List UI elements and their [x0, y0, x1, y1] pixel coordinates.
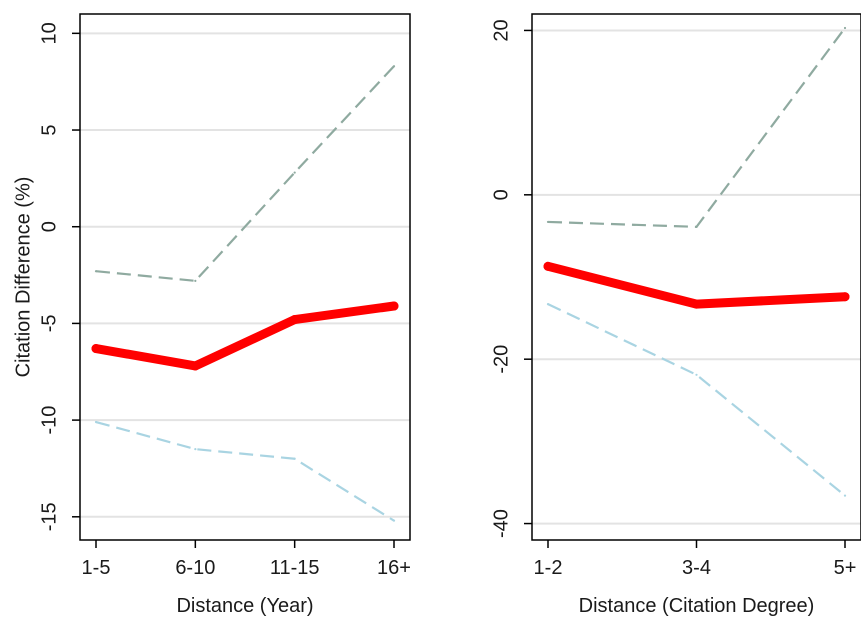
series-lower-point	[546, 303, 550, 306]
panel-citation-degree: 20 0 -20 -40 1-2 3-4 5+ Distance (Citation Degr…	[490, 13, 861, 617]
series-estimate-point	[91, 344, 101, 354]
series-estimate-point	[389, 301, 399, 311]
x-tick-label: 5+	[834, 557, 857, 579]
y-tick-label: -20	[490, 345, 512, 374]
series-upper-point	[843, 26, 847, 30]
series-estimate-line	[543, 261, 850, 309]
y-tick-label: -40	[490, 509, 512, 538]
series-lower-point	[194, 448, 197, 451]
series-lower-point	[695, 373, 698, 376]
x-tick-label: 1-5	[82, 557, 111, 579]
series-lower-line	[95, 420, 395, 522]
series-lower-line	[547, 303, 846, 497]
y-tick-label: 10	[38, 22, 60, 44]
series-estimate-point	[543, 261, 553, 271]
series-estimate-point	[290, 315, 300, 325]
x-axis-title: Distance (Citation Degree)	[579, 595, 815, 617]
panel-year: 10 5 0 -5 -10 -15 1-5 6-10 11-15 16+ Distance (Yea…	[12, 13, 411, 617]
x-tick-label: 3-4	[682, 557, 711, 579]
x-axis-title: Distance (Year)	[176, 595, 313, 617]
y-tick-label: -10	[38, 406, 60, 435]
series-upper-point	[392, 65, 396, 68]
y-axis-title: Citation Difference (%)	[12, 177, 34, 378]
y-tick-label: -5	[38, 315, 60, 333]
series-lower-point	[392, 519, 396, 522]
series-estimate-point	[840, 292, 850, 302]
plot-frame	[79, 13, 411, 541]
series-upper-point	[94, 270, 98, 273]
y-tick-label: 0	[38, 221, 60, 232]
series-upper-line	[547, 27, 846, 228]
series-upper-point	[546, 220, 550, 224]
y-tick-label: 5	[38, 124, 60, 135]
series-estimate-point	[190, 361, 200, 371]
y-tick-label: 0	[490, 189, 512, 200]
y-tick-label: 20	[490, 19, 512, 41]
x-tick-label: 6-10	[175, 557, 215, 579]
x-tick-label: 11-15	[270, 557, 320, 579]
series-upper-point	[695, 225, 698, 228]
x-tick-label: 16+	[377, 557, 411, 579]
series-upper-point	[194, 279, 197, 282]
series-estimate-line	[91, 301, 399, 371]
series-upper-point	[293, 171, 296, 174]
series-lower-point	[94, 420, 98, 424]
y-tick-label: -15	[38, 502, 60, 531]
series-estimate-point	[692, 299, 701, 309]
x-tick-label: 1-2	[534, 557, 563, 579]
series-upper-line	[95, 65, 395, 282]
series-lower-point	[843, 494, 847, 497]
series-lower-point	[293, 457, 296, 460]
